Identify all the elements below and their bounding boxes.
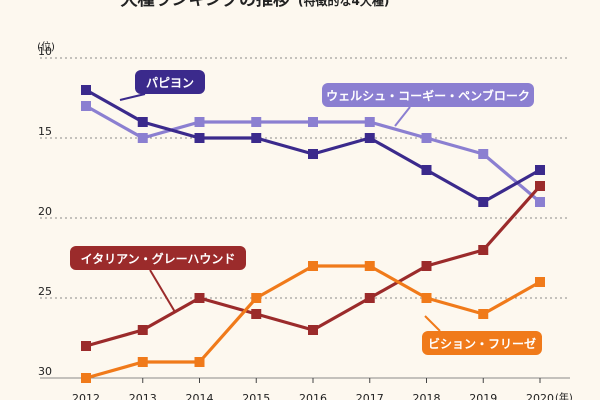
data-point bbox=[535, 277, 545, 287]
x-tick-label: 2017 bbox=[356, 392, 384, 400]
x-tick-label: 2020 bbox=[526, 392, 554, 400]
series-labels: パピヨンウェルシュ・コーギー・ペンブロークイタリアン・グレーハウンドビション・フ… bbox=[70, 70, 542, 355]
series-points bbox=[81, 85, 545, 383]
data-point bbox=[137, 325, 148, 335]
y-tick-labels: 10 15 20 25 30 bbox=[38, 45, 52, 378]
series-label: ウェルシュ・コーギー・ペンブローク bbox=[326, 88, 530, 103]
series-label: イタリアン・グレーハウンド bbox=[81, 251, 236, 266]
data-point bbox=[137, 117, 148, 127]
chart-title-group: 犬種ランキングの推移 (特徴的な4犬種) bbox=[121, 0, 390, 10]
chart-subtitle: (特徴的な4犬種) bbox=[298, 0, 389, 8]
x-tick-label: 2012 bbox=[72, 392, 100, 400]
x-tick-labels: 2012 2013 2014 2015 2016 2017 2018 2019 2020 (年) bbox=[72, 378, 573, 400]
data-point bbox=[308, 117, 318, 127]
data-point bbox=[137, 357, 148, 367]
data-point bbox=[81, 101, 91, 111]
data-point bbox=[478, 245, 489, 255]
data-point bbox=[137, 133, 148, 143]
x-axis-unit-label: (年) bbox=[555, 391, 573, 400]
data-point bbox=[364, 133, 375, 143]
data-point bbox=[364, 261, 375, 271]
data-point bbox=[308, 149, 318, 159]
data-point bbox=[194, 357, 205, 367]
chart-title: 犬種ランキングの推移 bbox=[121, 0, 291, 10]
x-tick-label: 2014 bbox=[186, 392, 214, 400]
data-point bbox=[251, 133, 262, 143]
series-label-leader bbox=[394, 106, 411, 127]
data-point bbox=[194, 133, 205, 143]
series-label-box bbox=[135, 70, 205, 94]
data-point bbox=[364, 293, 375, 303]
data-point bbox=[308, 325, 318, 335]
data-point bbox=[251, 309, 262, 319]
data-point bbox=[308, 261, 318, 271]
data-point bbox=[81, 341, 91, 351]
data-point bbox=[535, 197, 545, 207]
x-tick-label: 2015 bbox=[242, 392, 270, 400]
data-point bbox=[251, 293, 262, 303]
series-label-box bbox=[70, 246, 246, 270]
grid bbox=[40, 57, 570, 379]
series-label: ビション・フリーゼ bbox=[428, 336, 536, 351]
data-point bbox=[81, 373, 91, 383]
y-axis-unit-label: (位) bbox=[37, 40, 55, 53]
data-point bbox=[535, 165, 545, 175]
series-label-box bbox=[322, 83, 534, 107]
y-tick-label: 20 bbox=[38, 205, 52, 218]
series-label: パピヨン bbox=[146, 76, 194, 90]
data-point bbox=[194, 293, 205, 303]
data-point bbox=[364, 117, 375, 127]
x-tick-label: 2013 bbox=[129, 392, 157, 400]
data-point bbox=[194, 117, 205, 127]
y-tick-label: 15 bbox=[38, 125, 52, 138]
x-tick-label: 2018 bbox=[413, 392, 441, 400]
series-label-leader bbox=[424, 315, 441, 332]
y-tick-label: 25 bbox=[38, 285, 52, 298]
data-point bbox=[421, 133, 432, 143]
data-point bbox=[421, 293, 432, 303]
data-point bbox=[81, 85, 91, 95]
x-tick-label: 2019 bbox=[469, 392, 497, 400]
x-tick-label: 2016 bbox=[299, 392, 327, 400]
y-tick-label: 30 bbox=[38, 365, 52, 378]
data-point bbox=[478, 149, 489, 159]
series-label-leader bbox=[149, 269, 176, 313]
series-label-leader bbox=[119, 93, 146, 101]
data-point bbox=[251, 117, 262, 127]
data-point bbox=[421, 261, 432, 271]
data-point bbox=[535, 181, 545, 191]
data-point bbox=[421, 165, 432, 175]
data-point bbox=[478, 309, 489, 319]
data-point bbox=[478, 197, 489, 207]
y-tick-label: 10 bbox=[38, 45, 52, 58]
series-label-box bbox=[422, 331, 542, 355]
